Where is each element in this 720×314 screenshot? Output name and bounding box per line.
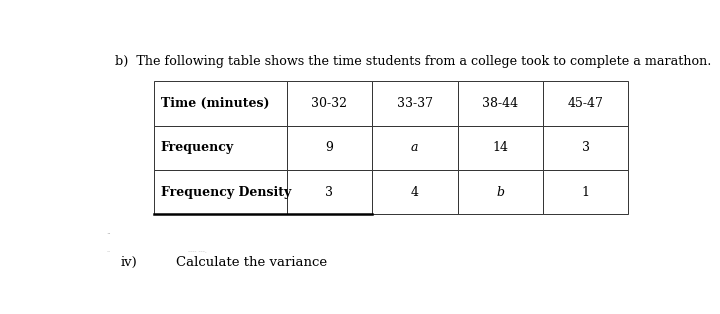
FancyBboxPatch shape (457, 170, 543, 214)
Text: a: a (411, 141, 418, 154)
Text: Frequency: Frequency (161, 141, 234, 154)
FancyBboxPatch shape (287, 126, 372, 170)
FancyBboxPatch shape (372, 170, 457, 214)
Text: iv): iv) (121, 256, 138, 269)
Text: 30-32: 30-32 (311, 97, 347, 110)
Text: Time (minutes): Time (minutes) (161, 97, 269, 110)
Text: Frequency Density: Frequency Density (161, 186, 291, 198)
FancyBboxPatch shape (154, 170, 287, 214)
Text: ---- ---.: ---- ---. (188, 249, 207, 254)
FancyBboxPatch shape (457, 126, 543, 170)
FancyBboxPatch shape (287, 170, 372, 214)
Text: 45-47: 45-47 (568, 97, 603, 110)
FancyBboxPatch shape (457, 81, 543, 126)
FancyBboxPatch shape (154, 126, 287, 170)
Text: 3: 3 (582, 141, 590, 154)
Text: 33-37: 33-37 (397, 97, 433, 110)
Text: b: b (496, 186, 504, 198)
FancyBboxPatch shape (372, 81, 457, 126)
Text: ..: .. (107, 228, 112, 236)
FancyBboxPatch shape (543, 126, 629, 170)
FancyBboxPatch shape (287, 81, 372, 126)
FancyBboxPatch shape (543, 81, 629, 126)
Text: Calculate the variance: Calculate the variance (176, 256, 328, 269)
Text: 1: 1 (582, 186, 590, 198)
Text: 38-44: 38-44 (482, 97, 518, 110)
FancyBboxPatch shape (154, 81, 287, 126)
Text: --: -- (107, 249, 111, 254)
Text: 14: 14 (492, 141, 508, 154)
Text: 9: 9 (325, 141, 333, 154)
FancyBboxPatch shape (372, 126, 457, 170)
FancyBboxPatch shape (543, 170, 629, 214)
Text: 4: 4 (411, 186, 419, 198)
Text: 3: 3 (325, 186, 333, 198)
Text: b)  The following table shows the time students from a college took to complete : b) The following table shows the time st… (115, 55, 711, 68)
